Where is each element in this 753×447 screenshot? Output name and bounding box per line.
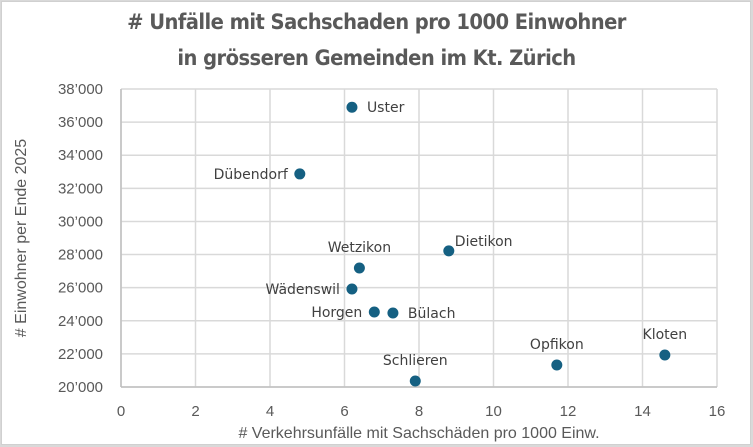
y-tick-label: 28’000: [58, 247, 103, 264]
y-tick-label: 22’000: [58, 346, 103, 363]
data-label-wetzikon: Wetzikon: [328, 240, 391, 256]
data-point-kloten: [659, 349, 671, 361]
data-point-schlieren: [409, 375, 421, 387]
chart-title-line-2: in grösseren Gemeinden im Kt. Zürich: [177, 46, 576, 70]
x-tick-label: 2: [191, 403, 199, 420]
x-tick-label: 12: [560, 403, 577, 420]
data-point-uster: [346, 101, 358, 113]
x-axis-ticks: 0 2 4 6 8 10 12 14 16: [117, 403, 726, 420]
data-labels: Uster Dübendorf Dietikon Wetzikon Wädenswil H…: [214, 100, 688, 369]
data-label-opfikon: Opfikon: [530, 337, 584, 353]
data-point-horgen: [368, 306, 380, 318]
data-label-bülach: Bülach: [408, 306, 456, 322]
y-axis-label: # Einwohner per Ende 2025: [13, 139, 30, 337]
data-point-dübendorf: [294, 168, 306, 180]
data-label-uster: Uster: [367, 100, 405, 116]
y-tick-label: 38’000: [58, 81, 103, 98]
y-tick-label: 34’000: [58, 147, 103, 164]
data-label-dietikon: Dietikon: [455, 234, 513, 250]
y-tick-label: 36’000: [58, 114, 103, 131]
x-tick-label: 6: [340, 403, 348, 420]
y-tick-label: 26’000: [58, 280, 103, 297]
data-label-kloten: Kloten: [643, 327, 688, 343]
data-point-dietikon: [443, 245, 455, 257]
data-point-wädenswil: [346, 283, 358, 295]
x-axis-label: # Verkehrsunfälle mit Sachschäden pro 10…: [238, 425, 599, 442]
y-tick-label: 20’000: [58, 379, 103, 396]
y-tick-label: 32’000: [58, 180, 103, 197]
x-tick-label: 8: [415, 403, 423, 420]
gridlines: [120, 88, 718, 388]
data-point-wetzikon: [353, 262, 365, 274]
x-tick-label: 0: [117, 403, 125, 420]
data-label-dübendorf: Dübendorf: [214, 167, 289, 183]
x-tick-label: 14: [634, 403, 651, 420]
y-tick-label: 30’000: [58, 213, 103, 230]
data-point-bülach: [387, 307, 399, 319]
chart-title-line-1: # Unfälle mit Sachschaden pro 1000 Einwo…: [127, 10, 626, 34]
x-tick-label: 16: [709, 403, 726, 420]
y-axis-ticks: 20’000 22’000 24’000 26’000 28’000 30’000 32’0…: [58, 81, 103, 396]
y-tick-label: 24’000: [58, 313, 103, 330]
data-points: [294, 101, 671, 387]
data-label-schlieren: Schlieren: [383, 353, 448, 369]
data-point-opfikon: [551, 359, 563, 371]
data-label-horgen: Horgen: [311, 305, 362, 321]
x-tick-label: 10: [485, 403, 502, 420]
x-tick-label: 4: [266, 403, 274, 420]
data-label-wädenswil: Wädenswil: [266, 282, 340, 298]
